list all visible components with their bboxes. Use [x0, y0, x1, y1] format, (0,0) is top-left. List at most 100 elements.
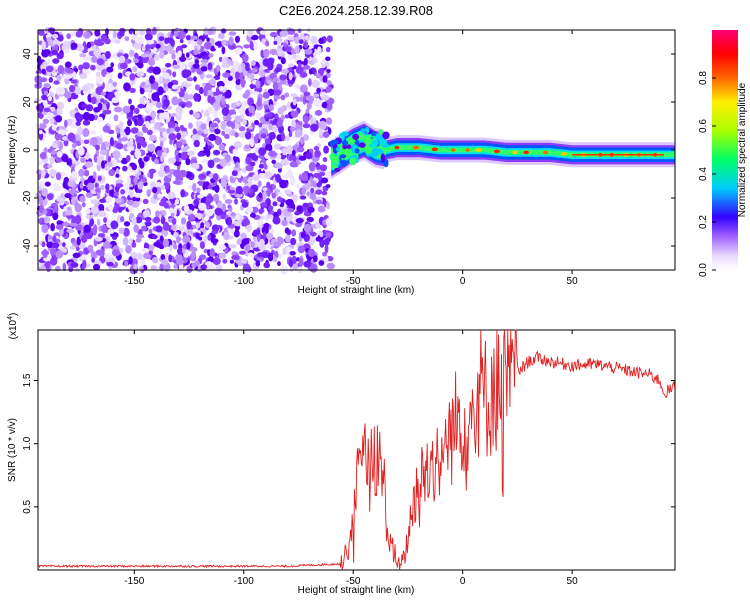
onset-blob: [383, 159, 389, 168]
noise-cell: [61, 136, 70, 141]
noise-cell: [313, 146, 319, 151]
noise-cell: [72, 252, 81, 258]
snr-exponent-label: (x104): [7, 313, 19, 340]
onset-blob: [340, 159, 348, 167]
snr-y-axis: 0.5 1.0 1.5: [22, 373, 675, 514]
noise-cell: [55, 115, 63, 123]
noise-cell: [255, 80, 261, 89]
noise-cell: [84, 161, 94, 168]
noise-cell: [109, 137, 114, 147]
noise-cell: [211, 186, 220, 191]
noise-cell: [55, 265, 61, 272]
noise-cell: [224, 128, 232, 133]
track-hotspot: [560, 152, 568, 156]
colorbar: 0.0 0.2 0.4 0.6 0.8 Normalized spectral ampl…: [698, 30, 748, 277]
noise-cell: [321, 190, 328, 196]
noise-cell: [218, 244, 227, 250]
noise-cell: [200, 123, 207, 130]
noise-cell: [326, 201, 331, 210]
noise-cell: [194, 162, 200, 170]
noise-cell: [294, 84, 301, 90]
colorbar-tick-label: 0.2: [698, 215, 709, 229]
track-hotspot: [431, 147, 438, 152]
noise-cell: [128, 256, 133, 265]
noise-cell: [165, 166, 170, 173]
noise-cell: [153, 192, 158, 200]
noise-cell: [295, 218, 304, 224]
noise-cell: [255, 112, 262, 119]
track-hotspot: [451, 148, 456, 152]
noise-cell: [212, 193, 220, 202]
noise-cell: [274, 67, 282, 73]
noise-cell: [272, 201, 278, 207]
noise-cell: [288, 258, 294, 268]
noise-cell: [46, 112, 54, 119]
noise-cell: [119, 62, 128, 70]
noise-cell: [183, 82, 192, 88]
noise-cell: [56, 52, 64, 60]
noise-cell: [284, 114, 290, 119]
noise-cell: [180, 147, 188, 152]
onset-blob: [365, 126, 370, 134]
noise-cell: [124, 182, 130, 190]
noise-cell: [76, 236, 81, 246]
noise-cell: [263, 48, 270, 58]
noise-cell: [119, 55, 126, 64]
noise-cell: [188, 214, 196, 221]
noise-cell: [124, 260, 128, 267]
snr-frame: [37, 329, 676, 571]
noise-cell: [326, 35, 333, 43]
noise-cell: [162, 72, 170, 79]
noise-cell: [268, 150, 277, 157]
noise-cell: [135, 136, 144, 144]
noise-cell: [199, 241, 205, 250]
noise-cell: [164, 37, 169, 45]
noise-cell: [303, 115, 309, 124]
snr-panel: -150 -100 -50 0 50 0.5 1.0 1.5 Height of strai…: [7, 313, 676, 596]
noise-cell: [260, 49, 265, 58]
noise-cell: [191, 134, 200, 143]
noise-cell: [171, 112, 177, 117]
onset-blob: [380, 153, 386, 163]
noise-cell: [51, 49, 58, 56]
noise-cell: [67, 180, 76, 188]
noise-cell: [79, 53, 87, 58]
noise-cell: [158, 75, 164, 85]
noise-cell: [315, 236, 322, 242]
noise-cell: [318, 260, 325, 266]
noise-cell: [145, 120, 150, 129]
noise-cell: [173, 244, 178, 250]
noise-cell: [220, 28, 227, 34]
noise-cell: [203, 148, 210, 156]
noise-cell: [129, 73, 136, 81]
noise-cell: [83, 31, 91, 39]
noise-cell: [82, 84, 90, 92]
noise-cell: [251, 91, 260, 96]
noise-cell: [173, 29, 179, 37]
noise-cell: [289, 126, 296, 132]
noise-cell: [42, 61, 48, 69]
noise-cell: [79, 72, 88, 80]
noise-cell: [136, 36, 145, 45]
noise-cell: [115, 197, 122, 203]
noise-cell: [302, 134, 309, 141]
noise-cell: [44, 49, 51, 56]
noise-cell: [187, 94, 194, 100]
noise-cell: [262, 190, 267, 200]
noise-cell: [242, 118, 247, 126]
noise-cell: [292, 98, 297, 106]
noise-cell: [35, 70, 42, 75]
noise-cell: [91, 96, 97, 105]
noise-cell: [168, 133, 177, 141]
y-tick-label: 1.5: [22, 373, 33, 387]
noise-cell: [158, 36, 165, 41]
noise-cell: [230, 121, 236, 130]
noise-cell: [212, 173, 219, 181]
track-hotspot: [465, 148, 470, 152]
noise-cell: [163, 98, 170, 107]
noise-cell: [53, 80, 60, 85]
noise-cell: [207, 234, 212, 241]
noise-cell: [214, 128, 221, 135]
noise-cell: [202, 159, 210, 164]
noise-cell: [149, 135, 157, 142]
